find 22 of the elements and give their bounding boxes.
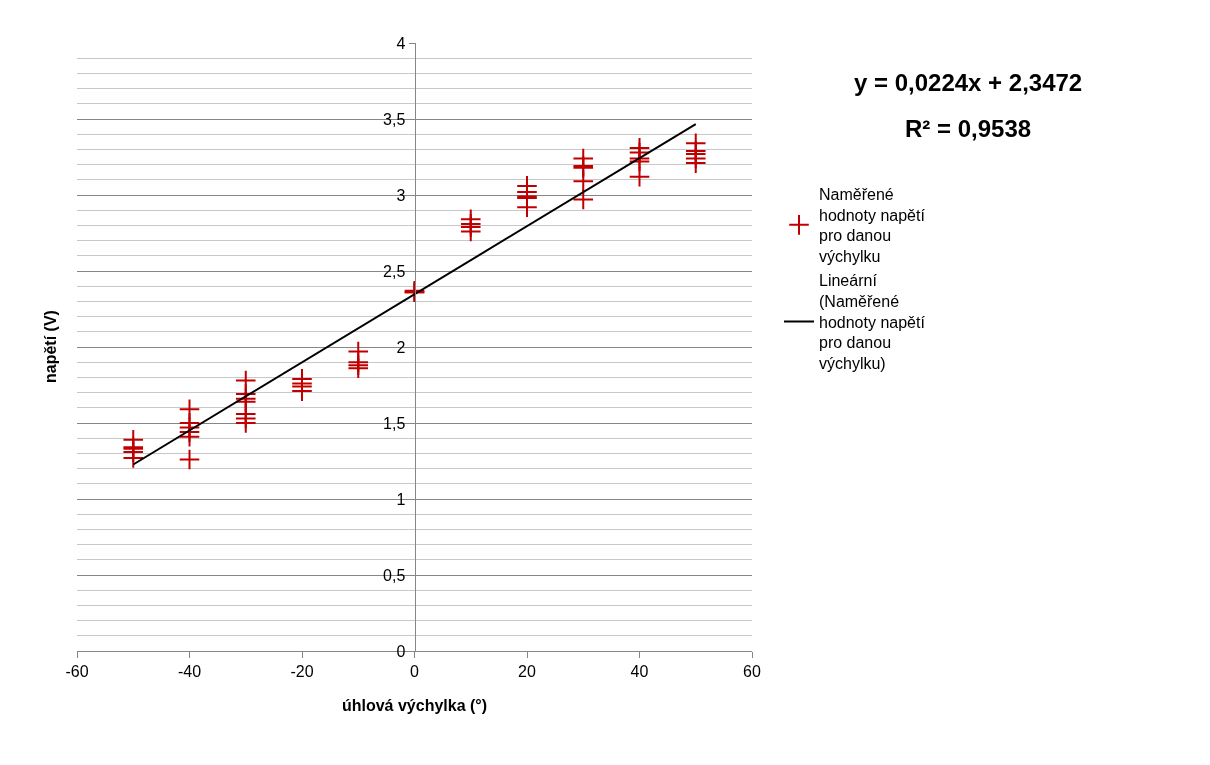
text: R² = 0,9538 (905, 115, 1032, 142)
y-tick-label: 3,5 (383, 110, 406, 128)
y-tick-label: 0 (396, 642, 406, 660)
y-tick-label: 1 (396, 490, 406, 508)
x-axis-title: úhlová výchylka (°) (341, 696, 488, 714)
y-tick-label: 0,5 (383, 566, 406, 584)
legend-label: Naměřené hodnoty napětí pro danou výchylku (819, 185, 926, 266)
y-tick-label: 1,5 (383, 414, 406, 432)
y-tick-label: 3 (396, 186, 406, 204)
y-tick-label: 2 (396, 338, 406, 356)
x-tick-label: 0 (410, 663, 420, 681)
y-axis-title: napětí (V) (42, 310, 59, 383)
text: y = 0,0224x + 2,3472 (854, 69, 1083, 96)
x-tick-label: -40 (177, 663, 202, 681)
y-tick-label: 2,5 (383, 262, 406, 280)
x-tick-label: 60 (743, 663, 761, 681)
x-tick-label: 40 (630, 663, 649, 681)
x-tick-label: 20 (518, 663, 536, 681)
legend-label: Lineární (Naměřené hodnoty napětí pro danou výchylku) (819, 272, 926, 373)
y-tick-label: 4 (396, 34, 406, 52)
x-tick-label: -20 (290, 663, 314, 681)
x-tick-label: -60 (65, 663, 89, 681)
